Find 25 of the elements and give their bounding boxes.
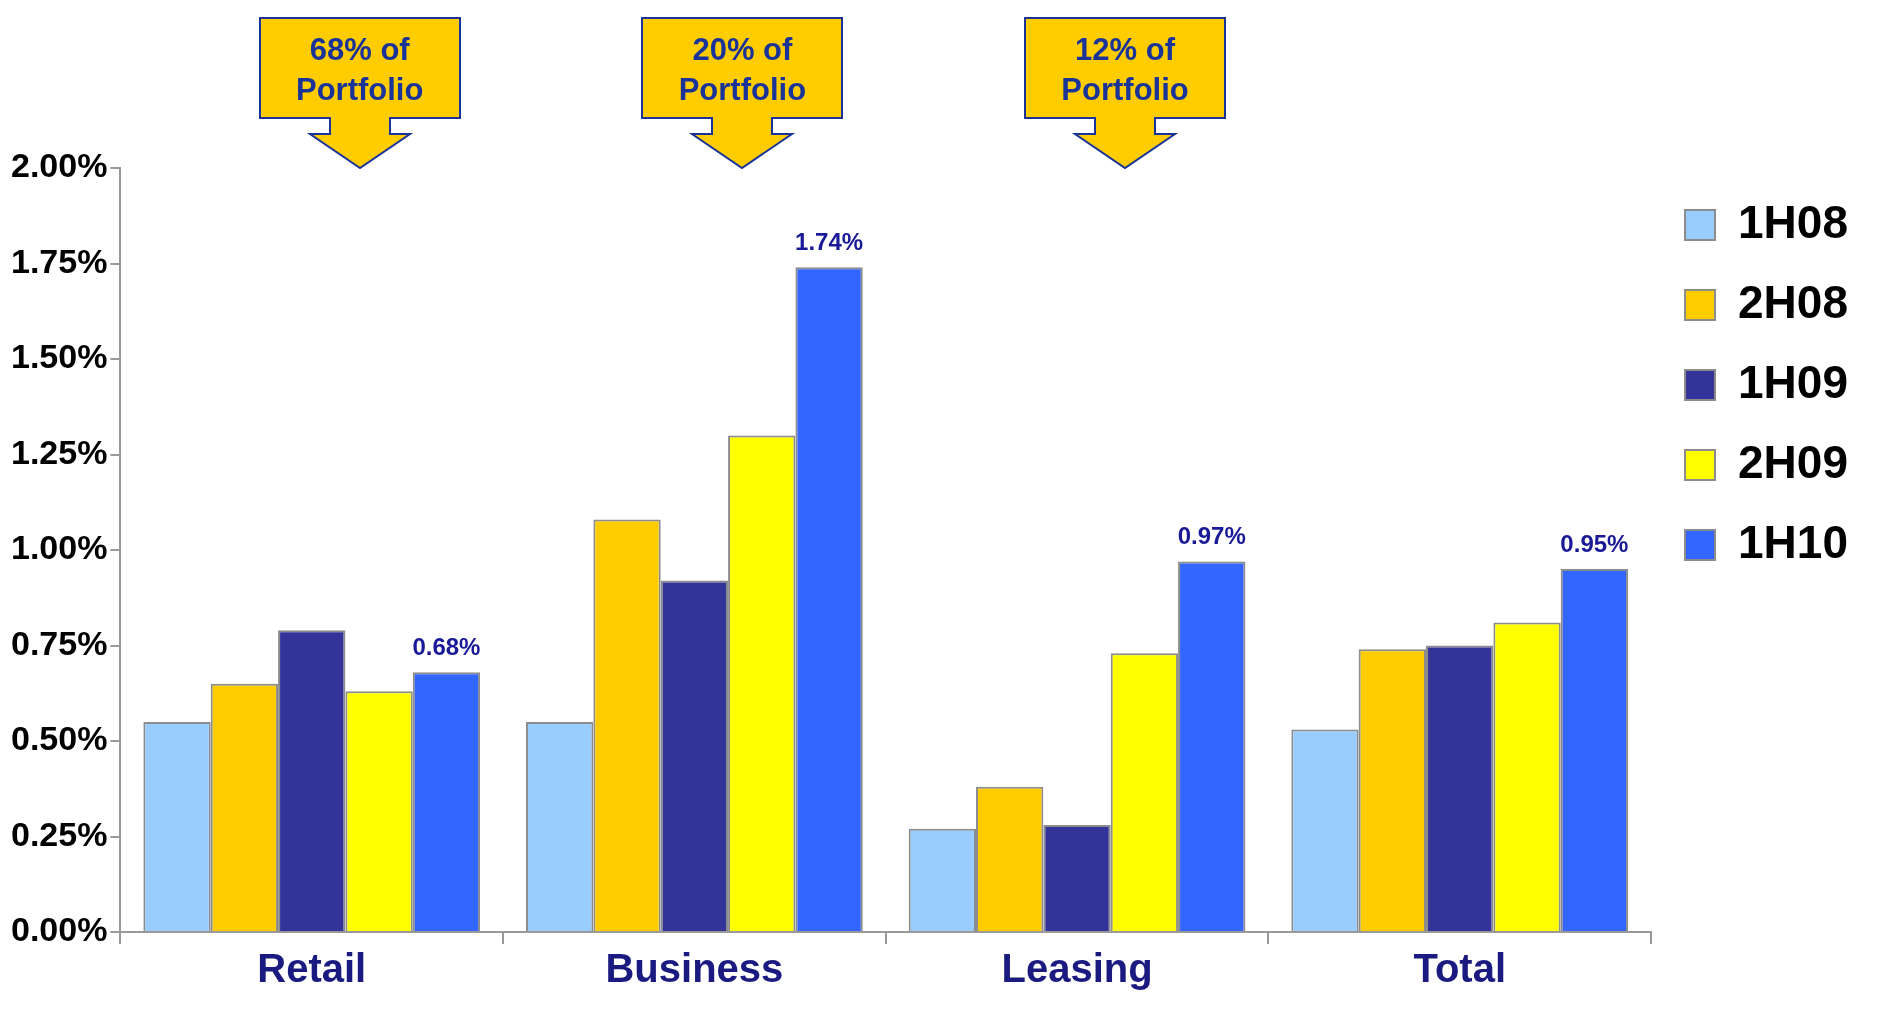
- text: 68% of Portfolio: [295, 31, 425, 109]
- text: 20% of Portfolio: [677, 31, 808, 109]
- y-tick-label: 0.25%: [11, 814, 108, 853]
- legend-label: 1H08: [1738, 195, 1848, 248]
- y-tick-label: 0.50%: [11, 719, 108, 758]
- y-tick-label: 0.75%: [11, 623, 108, 662]
- y-tick-label: 1.25%: [11, 432, 108, 471]
- legend-label: 2H09: [1738, 435, 1848, 488]
- data-label: 0.97%: [1177, 522, 1246, 550]
- data-label: 0.95%: [1560, 529, 1629, 557]
- text: 12% of Portfolio: [1060, 31, 1190, 109]
- y-tick-label: 2.00%: [11, 146, 108, 185]
- data-label: 1.74%: [795, 227, 864, 255]
- data-label: 0.68%: [412, 632, 481, 660]
- y-tick-label: 1.50%: [11, 337, 108, 376]
- y-tick-label: 1.75%: [11, 241, 108, 280]
- legend-label: 1H09: [1738, 355, 1848, 408]
- y-tick-label: 0.00%: [11, 910, 108, 949]
- x-tick-label: Retail: [257, 946, 367, 991]
- x-tick-label: Business: [605, 946, 784, 991]
- legend-label: 1H10: [1738, 515, 1848, 568]
- x-tick-label: Total: [1413, 946, 1506, 991]
- legend-label: 2H08: [1738, 275, 1848, 328]
- x-tick-label: Leasing: [1001, 946, 1153, 991]
- y-tick-label: 1.00%: [11, 528, 108, 567]
